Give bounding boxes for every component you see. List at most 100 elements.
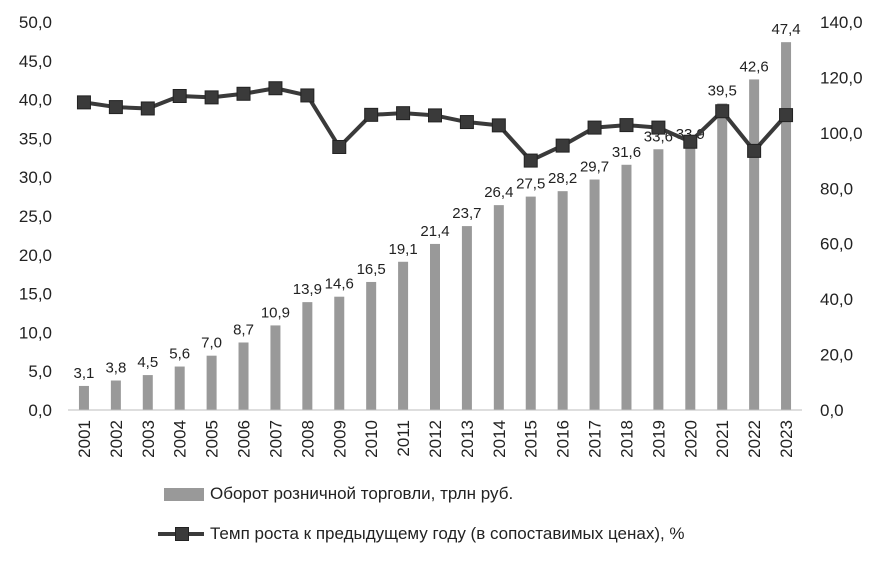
- line-marker-2022: [747, 143, 762, 158]
- legend-item-bar: Оборот розничной торговли, трлн руб.: [164, 484, 513, 504]
- legend-line-swatch: [158, 527, 204, 541]
- bar-label-2011: 19,1: [388, 241, 417, 258]
- bar-2020: [685, 146, 696, 410]
- x-tick-2008: 2008: [298, 420, 317, 458]
- bar-label-2017: 29,7: [580, 159, 609, 176]
- legend-bar-swatch: [164, 487, 204, 501]
- y-right-tick-3: 60,0: [820, 235, 853, 254]
- line-marker-2006: [236, 86, 251, 101]
- x-tick-2019: 2019: [649, 420, 668, 458]
- bar-2015: [525, 196, 536, 410]
- x-tick-2011: 2011: [394, 420, 413, 457]
- x-tick-2004: 2004: [171, 420, 190, 458]
- bar-label-2022: 42,6: [740, 58, 769, 75]
- bar-2011: [398, 261, 409, 410]
- bar-label-2006: 8,7: [233, 321, 254, 338]
- line-marker-2003: [140, 101, 155, 116]
- bar-2017: [589, 179, 600, 410]
- x-tick-2012: 2012: [426, 420, 445, 458]
- bar-label-2018: 31,6: [612, 144, 641, 161]
- bar-2010: [366, 281, 377, 410]
- line-series: [76, 81, 794, 168]
- bar-label-2003: 4,5: [137, 354, 158, 371]
- y-left-tick-3: 15,0: [19, 285, 52, 304]
- bar-label-2015: 27,5: [516, 176, 545, 193]
- line-marker-2009: [332, 139, 347, 154]
- line-marker-2008: [300, 88, 315, 103]
- y-right-tick-7: 140,0: [820, 13, 863, 32]
- line-marker-2014: [491, 118, 506, 133]
- legend-bar-label: Оборот розничной торговли, трлн руб.: [210, 484, 514, 503]
- y-left-tick-9: 45,0: [19, 52, 52, 71]
- x-tick-2014: 2014: [490, 420, 509, 458]
- bar-label-2005: 7,0: [201, 335, 222, 352]
- line-marker-2018: [619, 118, 634, 133]
- line-marker-2015: [523, 153, 538, 168]
- bar-label-2009: 14,6: [325, 276, 354, 293]
- bar-2023: [781, 42, 792, 411]
- line-marker-2012: [428, 108, 442, 123]
- bar-2006: [238, 342, 249, 410]
- line-marker-2001: [76, 95, 91, 110]
- line-marker-2007: [268, 81, 283, 96]
- x-tick-2001: 2001: [75, 420, 94, 458]
- retail-turnover-chart: 3,1 3,8 4,5 5,6 7,0 8,7 10,913,9 14,616,519,121…: [19, 13, 863, 458]
- line-marker-2010: [364, 107, 379, 122]
- y-left-tick-2: 10,0: [19, 323, 52, 342]
- line-marker-2002: [108, 100, 123, 115]
- y-left-tick-1: 5,0: [28, 362, 52, 381]
- line-marker-2017: [587, 120, 602, 135]
- line-marker-2011: [396, 106, 411, 121]
- y-right-tick-1: 20,0: [820, 346, 853, 365]
- bar-label-2002: 3,8: [105, 360, 126, 377]
- x-tick-2013: 2013: [458, 420, 477, 458]
- x-tick-2002: 2002: [107, 420, 126, 458]
- x-tick-2020: 2020: [681, 420, 700, 458]
- bar-2003: [142, 375, 153, 410]
- bar-2001: [78, 385, 89, 410]
- y-right-tick-6: 120,0: [820, 68, 863, 87]
- bar-label-2004: 5,6: [169, 346, 190, 363]
- bar-2002: [110, 380, 121, 410]
- bar-label-2021: 39,5: [708, 82, 737, 99]
- y-left-tick-8: 40,0: [19, 91, 52, 110]
- bar-2021: [717, 103, 728, 410]
- bar-2018: [621, 164, 632, 410]
- bar-label-2016: 28,2: [548, 170, 577, 187]
- bar-2014: [493, 205, 504, 410]
- y-left-tick-5: 25,0: [19, 207, 52, 226]
- bar-series: [78, 42, 792, 411]
- x-tick-2007: 2007: [266, 420, 285, 458]
- bar-label-2001: 3,1: [74, 365, 95, 382]
- bar-2016: [557, 191, 568, 410]
- line-marker-2016: [555, 138, 570, 153]
- bar-label-2013: 23,7: [452, 205, 481, 222]
- legend-item-line: Темп роста к предыдущему году (в сопоста…: [158, 524, 685, 544]
- bar-2009: [334, 296, 345, 410]
- x-tick-2006: 2006: [235, 420, 254, 458]
- bar-2008: [302, 302, 313, 410]
- y-right-tick-0: 0,0: [820, 401, 844, 420]
- bar-label-2014: 26,4: [484, 184, 513, 201]
- line-marker-2023: [779, 108, 794, 123]
- y-left-tick-0: 0,0: [28, 401, 52, 420]
- legend-line-label: Темп роста к предыдущему году (в сопоста…: [210, 524, 685, 543]
- x-tick-2015: 2015: [522, 420, 541, 458]
- line-path: [83, 86, 788, 163]
- y-right-tick-5: 100,0: [820, 124, 863, 143]
- bar-label-2010: 16,5: [357, 261, 386, 278]
- bar-label-2007: 10,9: [261, 304, 290, 321]
- axes: 0,0 5,0 10,0 15,0 20,0 25,0 30,0 35,0 40,0 45,0 50…: [19, 13, 863, 458]
- bar-2019: [653, 149, 664, 410]
- bar-2004: [174, 366, 185, 410]
- y-left-tick-6: 30,0: [19, 168, 52, 187]
- y-left-tick-10: 50,0: [19, 13, 52, 32]
- bar-2005: [206, 355, 217, 410]
- line-marker-2021: [715, 104, 730, 119]
- bar-2012: [430, 243, 440, 410]
- line-marker-2019: [651, 120, 666, 135]
- bar-label-2008: 13,9: [293, 281, 322, 298]
- x-tick-2021: 2021: [713, 420, 732, 458]
- x-tick-2018: 2018: [617, 420, 636, 458]
- x-tick-2023: 2023: [777, 420, 796, 458]
